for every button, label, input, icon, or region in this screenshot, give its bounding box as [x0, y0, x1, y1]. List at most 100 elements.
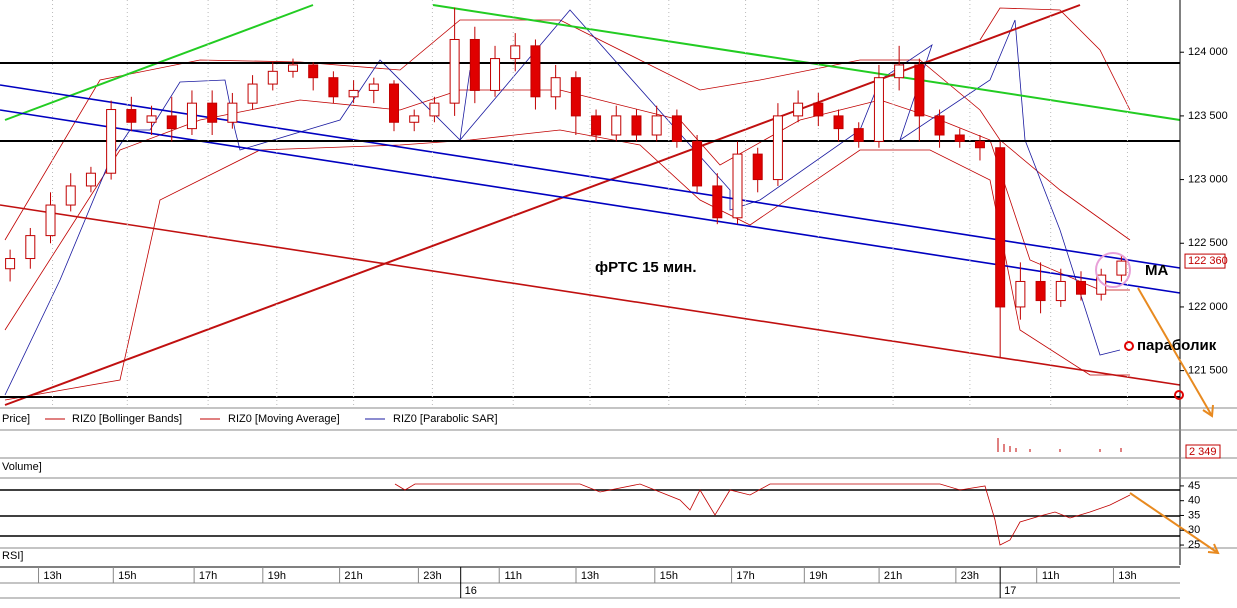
last-price-label: 122 360 [1188, 255, 1228, 267]
annotation: параболик [1137, 337, 1217, 354]
volume-box [1185, 444, 1221, 459]
candle-body [873, 77, 884, 142]
x-tick-label: 13h [1118, 570, 1136, 582]
candle-body [611, 115, 622, 136]
legend-item: RIZ0 [Parabolic SAR] [393, 413, 498, 425]
rsi-tick-label: 25 [1188, 539, 1200, 551]
y-tick-label: 122 000 [1188, 301, 1228, 313]
marker [1174, 390, 1184, 400]
candle-body [490, 58, 501, 91]
candle-body [146, 115, 157, 123]
x-tick-label: 21h [344, 570, 362, 582]
highlight-circle [1095, 252, 1131, 288]
y-tick-label: 121 500 [1188, 365, 1228, 377]
candle-body [25, 235, 36, 260]
candle-body [328, 77, 339, 98]
candle-body [813, 102, 824, 117]
candle-body [974, 140, 985, 149]
candle-body [1116, 260, 1127, 276]
x-tick-label: 19h [268, 570, 286, 582]
candle-body [106, 109, 117, 174]
volume-label: Volume] [2, 461, 42, 473]
candle-body [126, 109, 137, 123]
x-tick-label: 23h [961, 570, 979, 582]
candle-body [85, 172, 96, 187]
candle-body [752, 153, 763, 181]
candle-body [550, 77, 561, 98]
candle-body [1015, 280, 1026, 308]
candle-body [247, 83, 258, 104]
candle-body [409, 115, 420, 123]
candle-body [186, 102, 197, 130]
candle-body [469, 38, 480, 91]
volume-bars [997, 438, 1122, 452]
marker [1124, 341, 1134, 351]
candle-body [308, 64, 319, 79]
x-tick-label: 19h [809, 570, 827, 582]
candle-body [692, 140, 703, 187]
x-tick-label: 13h [43, 570, 61, 582]
candle-body [732, 153, 743, 219]
candle-body [914, 64, 925, 117]
annotation: МА [1145, 262, 1168, 279]
y-tick-label: 123 000 [1188, 173, 1228, 185]
candle-body [894, 64, 905, 79]
candle-body [530, 45, 541, 98]
candle-body [368, 83, 379, 91]
volume-value: 2 349 [1189, 446, 1217, 458]
rsi-label: RSI] [2, 550, 23, 562]
red-trend [0, 204, 1181, 386]
candle-body [651, 115, 662, 136]
candle-body [267, 70, 278, 85]
candle-body [449, 38, 460, 104]
candle-body [793, 102, 804, 117]
candle-body [1055, 280, 1066, 302]
rsi-tick-label: 45 [1188, 480, 1200, 492]
candle-body [207, 102, 218, 123]
x-tick-label: 11h [504, 570, 522, 582]
candle-body [853, 128, 864, 142]
candle-body [166, 115, 177, 130]
bollinger-upper-2 [979, 7, 1131, 111]
candle-body [429, 102, 440, 117]
x-tick-label: 21h [884, 570, 902, 582]
legend-item: Price] [2, 413, 30, 425]
candles [5, 0, 1128, 405]
legend-item: RIZ0 [Moving Average] [228, 413, 340, 425]
x-tick-label: 17h [199, 570, 217, 582]
y-tick-label: 123 500 [1188, 110, 1228, 122]
annotation-title: фРТС 15 мин. [595, 259, 697, 276]
candle-body [772, 115, 783, 181]
candle-body [45, 204, 56, 237]
x-tick-label: 13h [581, 570, 599, 582]
x-tick-label: 15h [660, 570, 678, 582]
x-tick-label: 17h [736, 570, 754, 582]
candle-body [5, 258, 16, 270]
candle-body [348, 89, 359, 98]
rsi-tick-label: 30 [1188, 524, 1200, 536]
candle-body [1075, 280, 1086, 295]
candle-body [671, 115, 682, 142]
candle-body [510, 45, 521, 60]
candle-body [287, 64, 298, 72]
forecast-arrows [1129, 287, 1220, 555]
x-tick-label: 15h [118, 570, 136, 582]
rsi-panel [0, 483, 1180, 546]
legend-item: RIZ0 [Bollinger Bands] [72, 413, 182, 425]
y-tick-label: 122 500 [1188, 237, 1228, 249]
candle-body [833, 115, 844, 130]
x-tick-label: 11h [1042, 570, 1060, 582]
candle-body [591, 115, 602, 136]
candle-body [631, 115, 642, 136]
candle-body [389, 83, 400, 123]
candle-body [1035, 280, 1046, 302]
day-label: 16 [465, 585, 477, 597]
candle-body [570, 77, 581, 117]
candle-body [954, 134, 965, 142]
parabolic-sar [4, 9, 1121, 396]
rsi-tick-label: 35 [1188, 509, 1200, 521]
rsi-tick-label: 40 [1188, 495, 1200, 507]
candle-body [227, 102, 238, 123]
